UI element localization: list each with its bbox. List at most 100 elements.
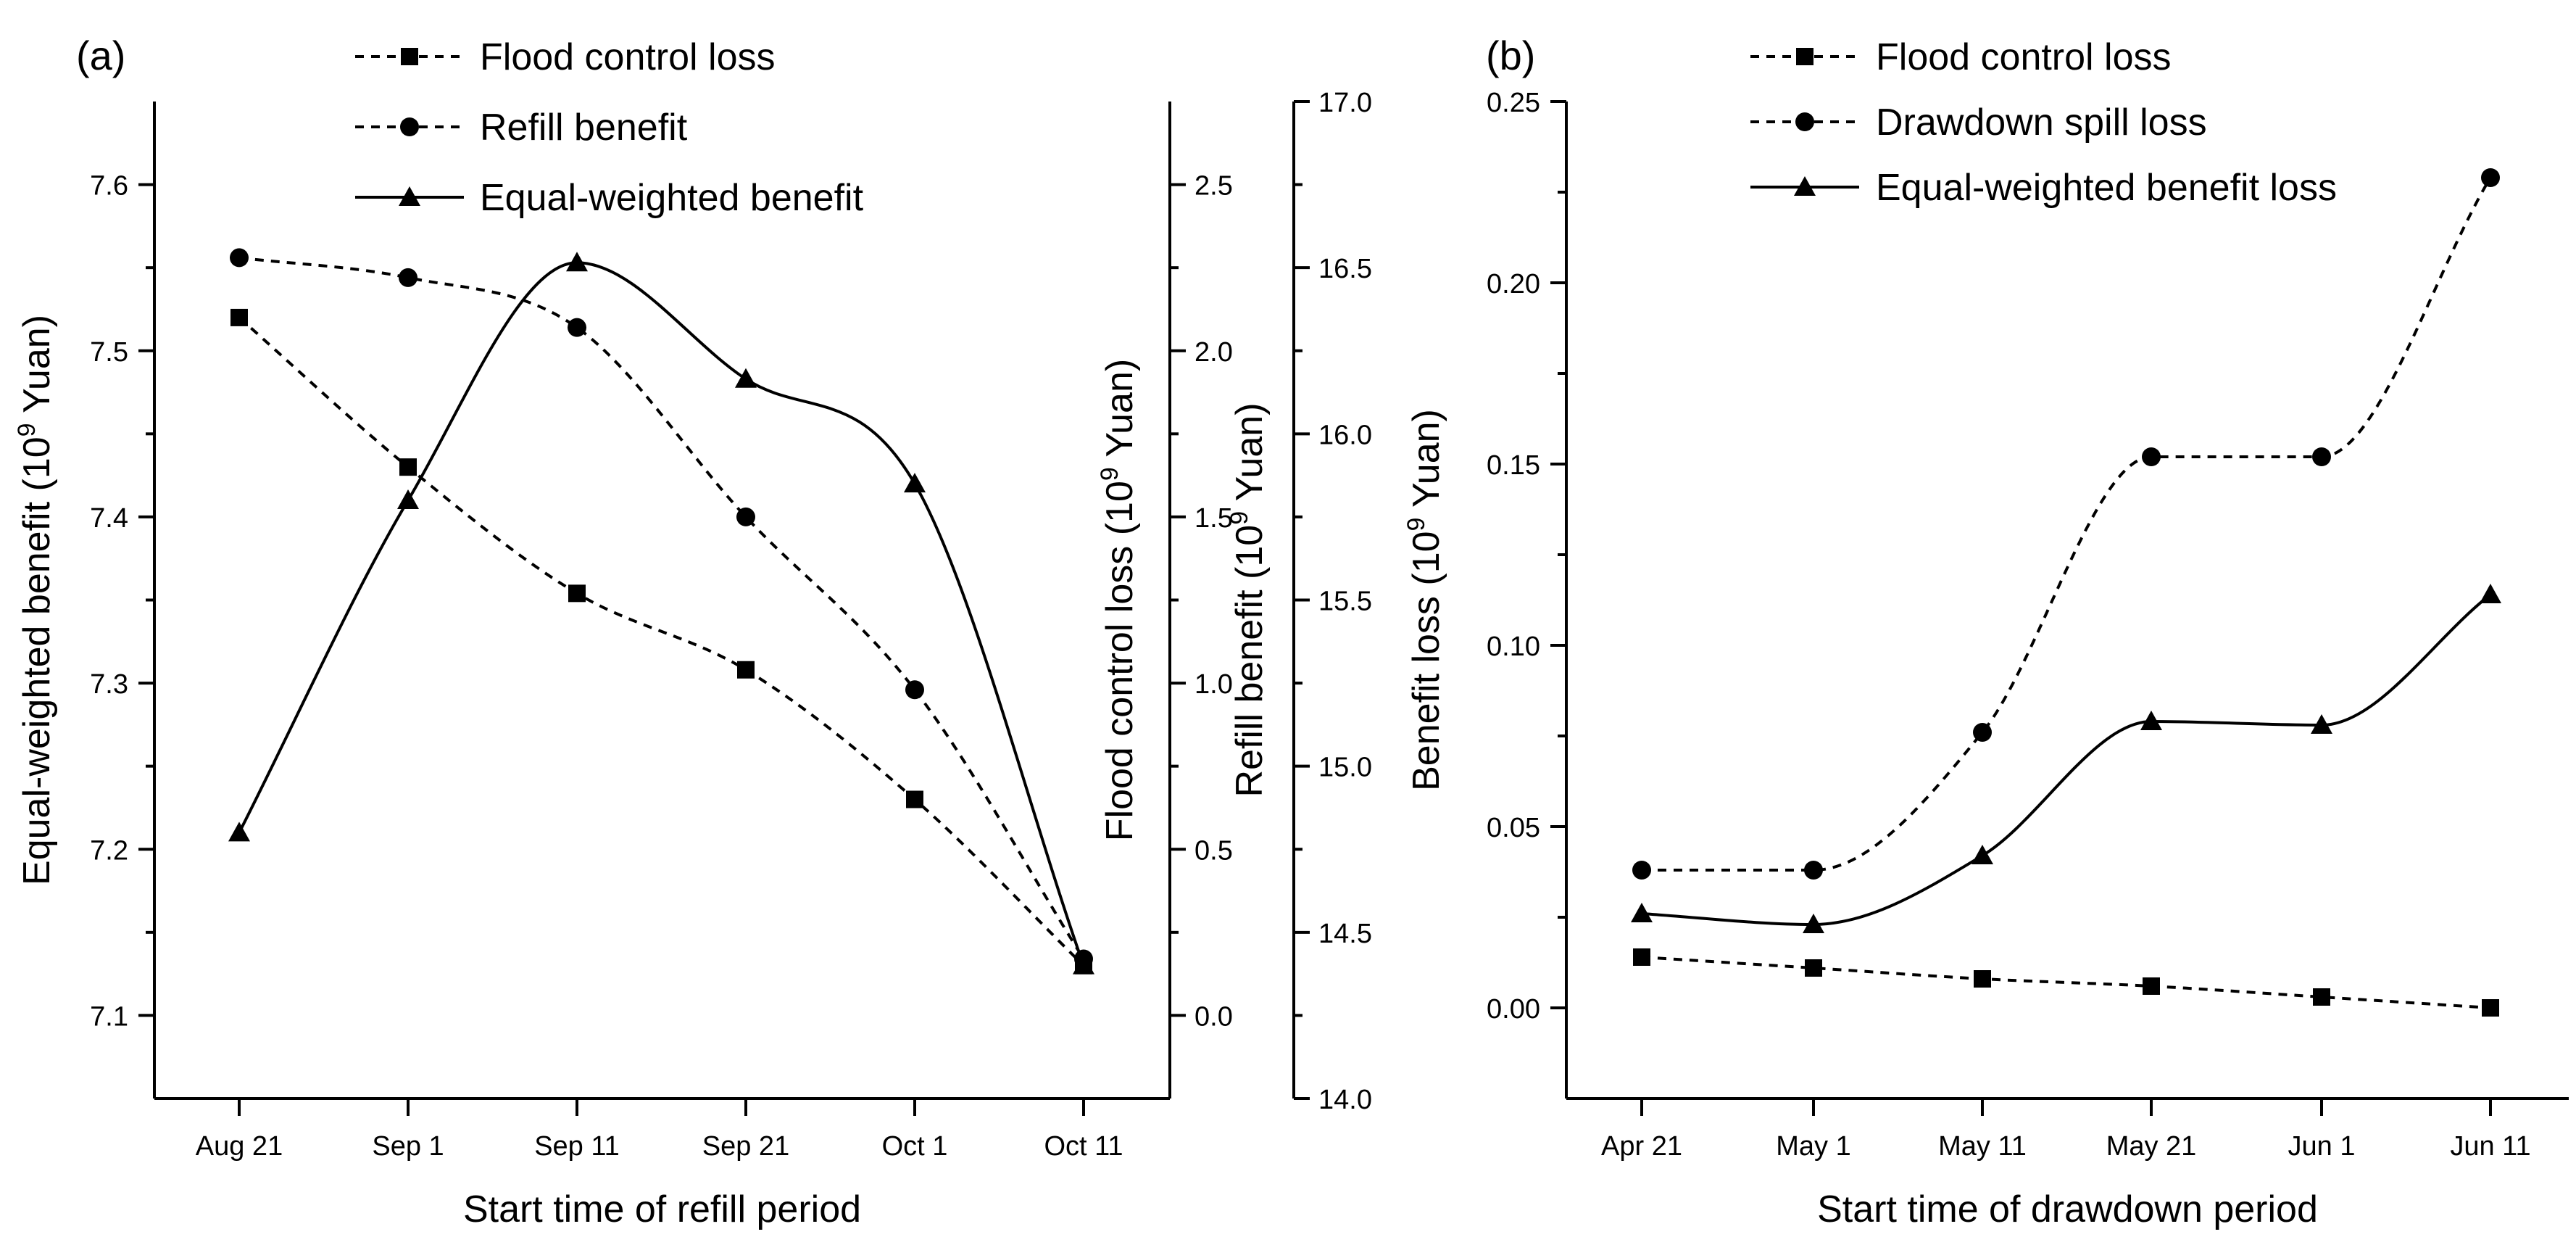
legend-marker-circle [400,117,419,136]
data-point-triangle [904,473,926,493]
series-line-refill-benefit [238,256,1085,960]
data-point-triangle [1073,954,1094,975]
data-point-square [737,661,755,679]
y-right2-tick-label: 17.0 [1318,88,1372,118]
y-right1-tick-label: 0.5 [1194,835,1233,866]
series-line-equal-weighted-benefit-loss [1641,593,2492,927]
y-right2-tick-label: 16.0 [1318,420,1372,450]
legend-marker-triangle [1794,176,1816,196]
y-right1-title-text: Flood control loss (10 [1099,481,1141,841]
y-right2-tick-label: 14.0 [1318,1085,1372,1115]
data-point-circle [2481,168,2500,187]
data-point-circle [736,507,755,526]
x-tick-label: May 21 [2106,1131,2197,1162]
legend-entry-drawdown-spill-loss: Drawdown spill loss [1750,102,2207,144]
y-right2-title-text: Refill benefit (10 [1229,525,1271,798]
data-point-triangle [735,368,757,388]
panel-label: (a) [76,33,125,78]
data-point-square [568,584,586,603]
data-point-triangle [397,489,419,509]
y-left-title-exponent: 9 [1403,518,1430,531]
data-point-square [2143,977,2160,995]
x-tick-label: Sep 21 [702,1131,789,1162]
x-tick-label: Oct 11 [1044,1131,1123,1162]
legend-label: Drawdown spill loss [1876,102,2207,144]
legend-marker-triangle [399,186,420,206]
data-point-circle [1973,723,1992,742]
data-point-square [230,308,248,326]
y-left-title: Equal-weighted benefit (109 Yuan) [13,315,58,885]
legend-label: Equal-weighted benefit loss [1876,167,2337,209]
x-tick-label: May 1 [1776,1131,1850,1162]
data-point-circle [568,318,586,337]
data-point-circle [2312,447,2331,466]
y-right1-title-unit: Yuan) [1099,359,1141,467]
y-left-tick-label: 0.20 [1487,269,1540,299]
x-tick-label: Sep 11 [534,1131,620,1162]
y-left-title-text: Benefit loss (10 [1405,531,1447,790]
data-point-triangle [228,822,250,842]
panel-label: (b) [1486,33,1535,78]
y-right2-tick-label: 15.0 [1318,753,1372,783]
legend-label: Equal-weighted benefit [480,177,864,219]
y-left-title-exponent: 9 [13,423,41,437]
series-flood-control-loss [1633,948,2499,1017]
series-drawdown-spill-loss [1632,168,2500,880]
legend-marker-square [1796,48,1813,65]
y-right1-tick-label: 1.0 [1194,669,1233,700]
data-point-triangle [1631,903,1653,922]
y-left-tick-label: 0.05 [1487,813,1540,843]
y-right2-tick-label: 14.5 [1318,919,1372,949]
x-axis-title: Start time of refill period [463,1188,861,1230]
y-left-tick-label: 7.3 [90,669,128,700]
data-point-circle [2142,447,2161,466]
data-point-triangle [1972,845,1993,864]
legend-label: Flood control loss [1876,36,2172,78]
legend-entry-refill-benefit: Refill benefit [355,107,688,149]
panel-a: (a) Aug 21 Sep 1 Sep 11 Sep 21 Oct 1 Oct 11 Sta… [13,33,1372,1230]
legend-entry-equal-weighted-benefit-loss: Equal-weighted benefit loss [1750,167,2337,209]
y-left-tick-label: 0.00 [1487,994,1540,1025]
data-point-square [399,458,417,476]
data-point-circle [1632,861,1651,880]
data-point-square [1974,970,1991,988]
y-right2-tick-label: 15.5 [1318,587,1372,617]
y-right1-tick-label: 2.5 [1194,171,1233,202]
series-refill-benefit [230,248,1093,969]
y-right2-title: Refill benefit (109 Yuan) [1226,402,1271,797]
data-point-triangle [566,252,588,272]
series-flood-control-loss [230,308,1092,975]
legend-marker-circle [1795,112,1814,131]
y-left-tick-label: 7.4 [90,503,128,534]
data-point-triangle [2140,711,2162,730]
series-line-flood-control-loss [1641,956,2491,1009]
data-point-circle [1804,861,1823,880]
x-tick-label: Oct 1 [882,1131,948,1162]
data-point-square [1805,959,1822,977]
y-left-tick-label: 0.25 [1487,88,1540,118]
x-tick-label: Sep 1 [372,1131,444,1162]
series-equal-weighted-benefit-loss [1631,584,2501,933]
data-point-triangle [1803,914,1824,933]
x-axis-title: Start time of drawdown period [1817,1188,2318,1230]
legend-entry-flood-control-loss: Flood control loss [355,36,776,78]
series-line-drawdown-spill-loss [1641,176,2492,872]
y-left-title-unit: Yuan) [1405,409,1447,517]
legend-label: Flood control loss [480,36,776,78]
y-left-tick-label: 0.15 [1487,450,1540,481]
x-tick-label: Jun 1 [2288,1131,2356,1162]
panel-b: (b) Apr 21 May 1 May 11 May 21 Jun 1 Jun 11 Sta… [1403,33,2569,1230]
y-right1-tick-label: 1.5 [1194,503,1233,534]
data-point-circle [230,248,249,268]
y-right1-title-exponent: 9 [1096,467,1123,481]
data-point-square [1633,948,1650,966]
y-right1-tick-label: 0.0 [1194,1001,1233,1032]
y-left-title: Benefit loss (109 Yuan) [1403,409,1447,791]
y-left-title-text: Equal-weighted benefit (10 [16,437,58,885]
y-right2-tick-label: 16.5 [1318,254,1372,284]
y-left-tick-label: 7.1 [90,1001,128,1032]
data-point-circle [399,268,417,287]
y-right1-title: Flood control loss (109 Yuan) [1096,359,1141,841]
series-equal-weighted-benefit [228,252,1094,975]
